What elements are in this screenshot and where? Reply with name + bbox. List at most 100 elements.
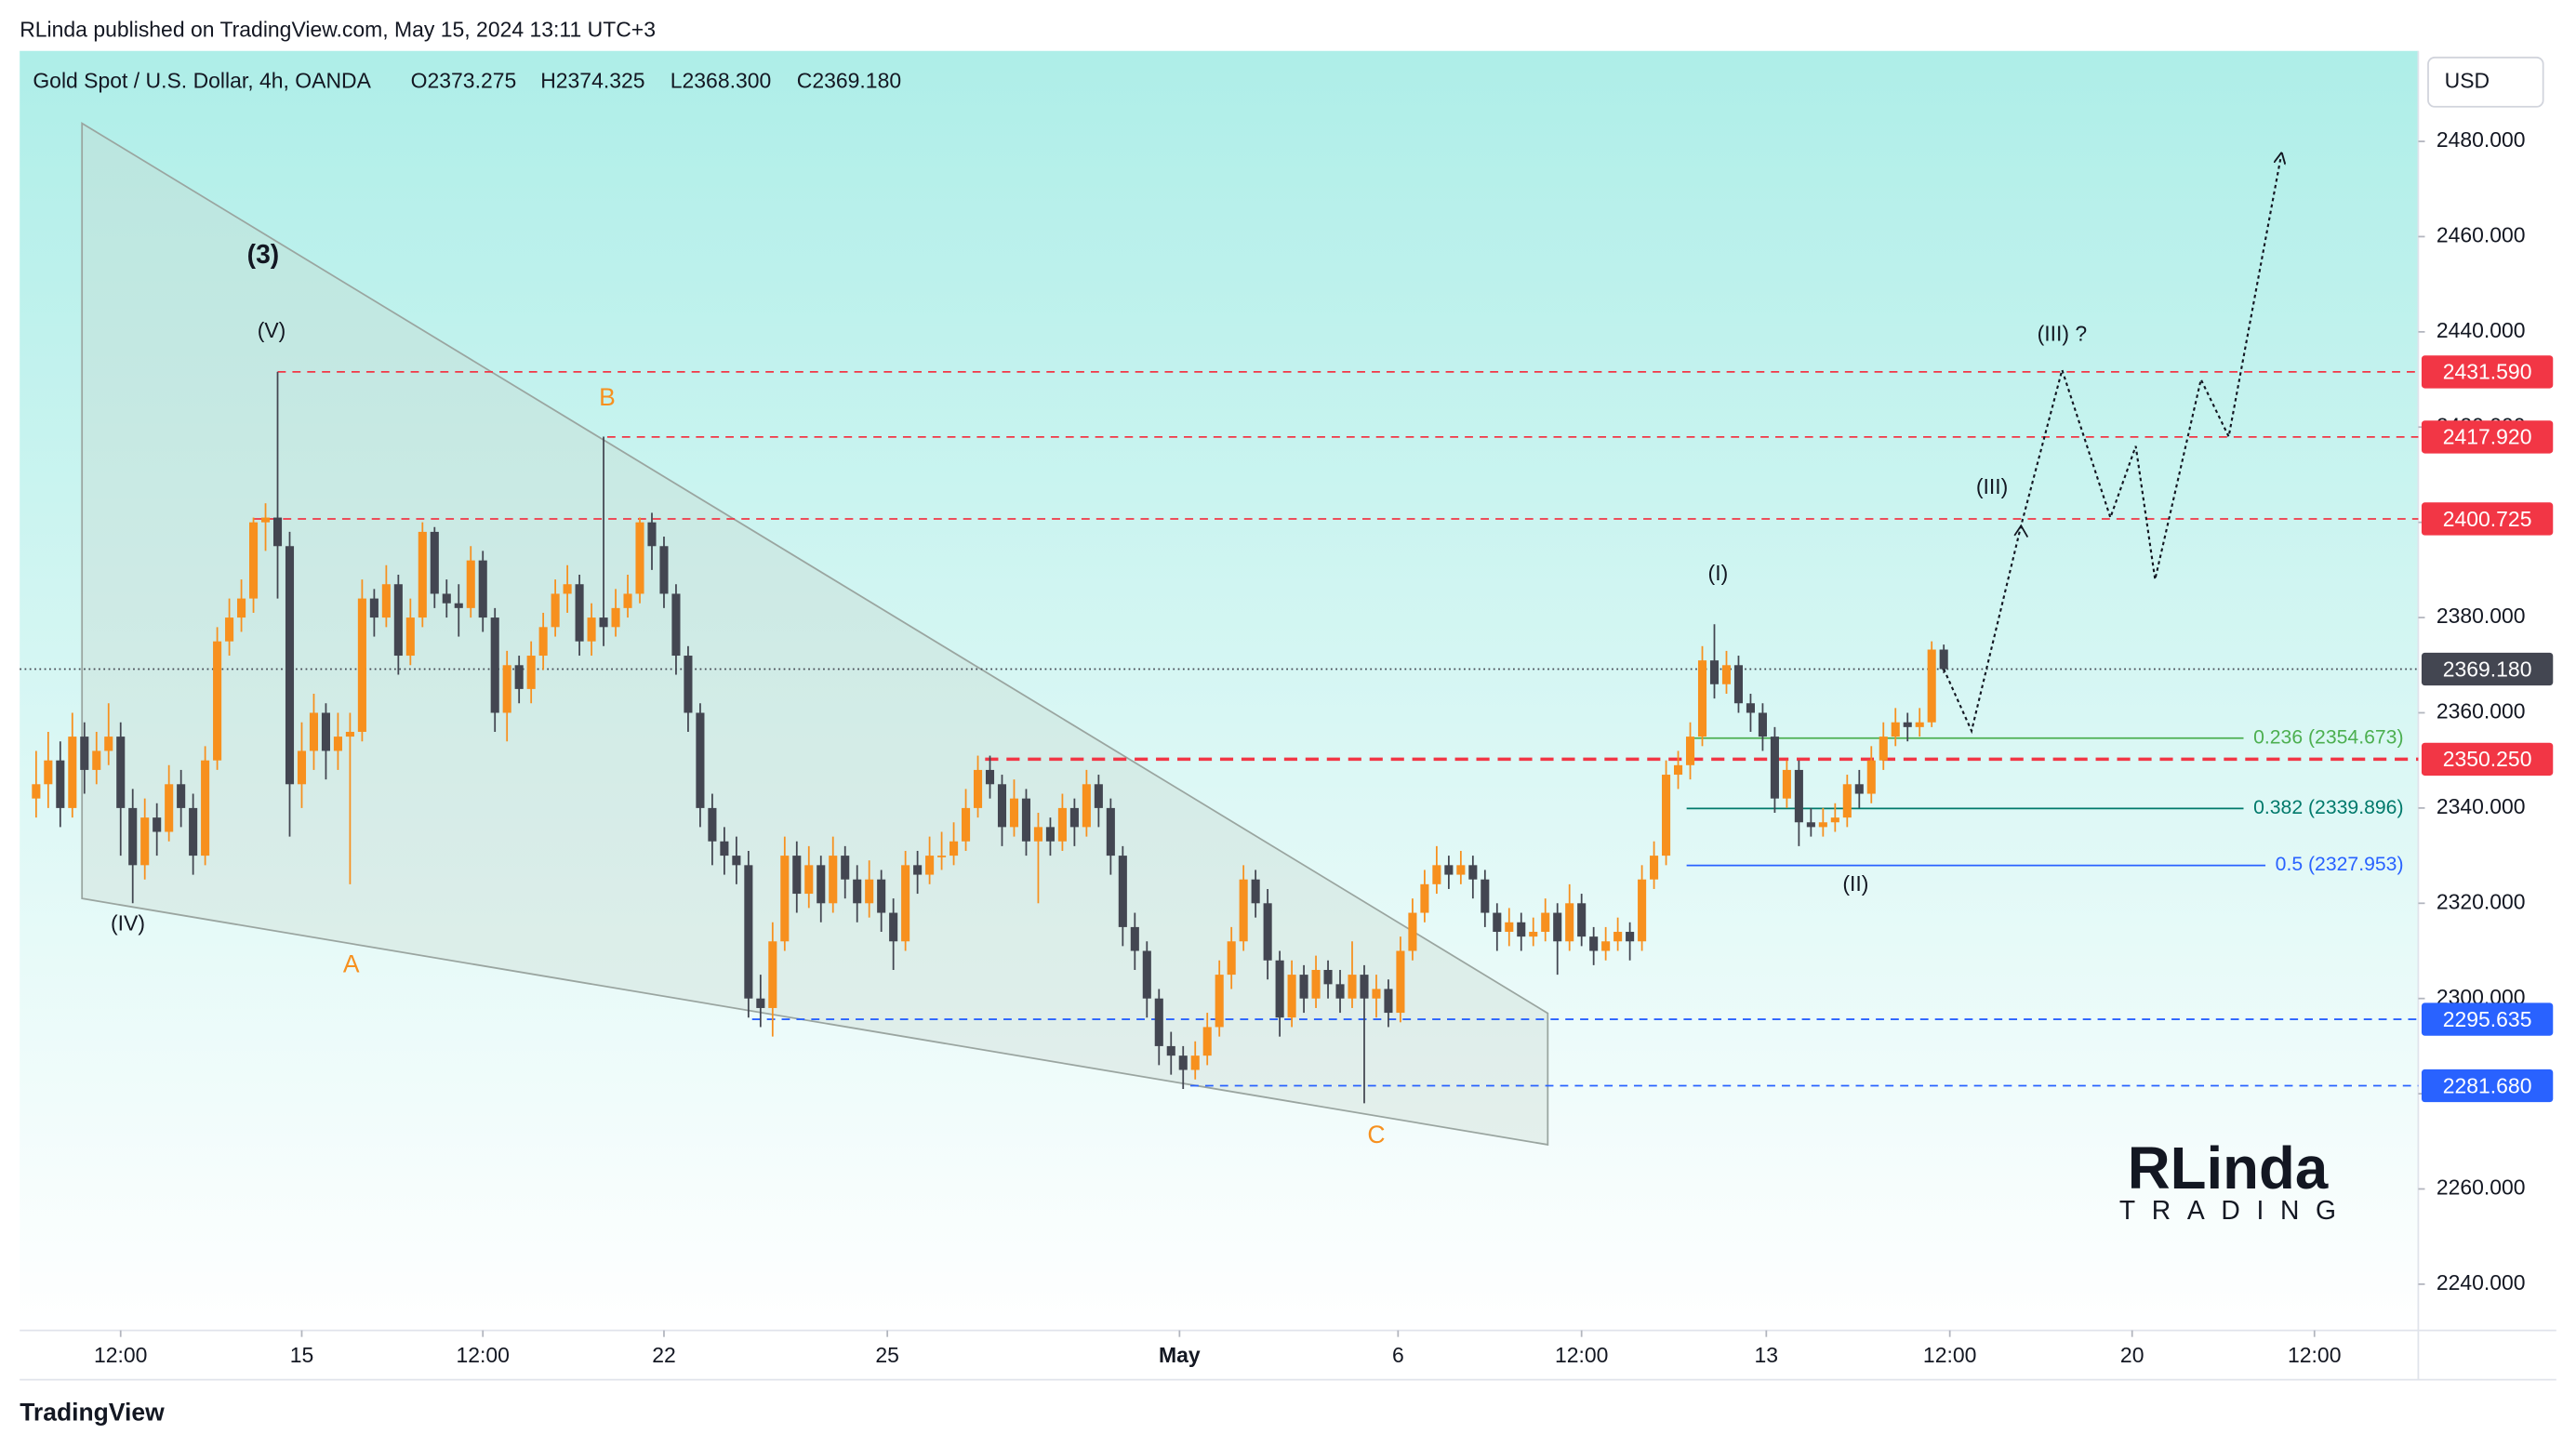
price-badge-label: 2281.680 [2443,1073,2532,1097]
candle-body [1275,960,1284,1018]
ohlc-label: L2368.300 [671,68,772,92]
candle-body [538,627,548,657]
candle-body [526,656,536,689]
candle-body [551,593,560,628]
wave-label: (I) [1708,561,1729,585]
currency-button[interactable] [2427,56,2544,108]
candle-body [1299,975,1308,999]
candle-body [1372,989,1381,999]
candle-body [1408,912,1417,951]
watermark-sub: TRADING [2119,1195,2353,1225]
candle-body [333,737,342,751]
candle-body [1553,912,1562,942]
wave-label: (III) [1976,474,2008,498]
price-badge-label: 2400.725 [2443,507,2532,531]
candle-body [128,807,138,866]
candle-body [92,750,101,770]
candle-body [502,665,511,713]
candle-body [1082,784,1091,828]
candle-body [1360,975,1369,999]
candle-body [1927,649,1936,723]
candle-body [405,617,415,657]
candle-body [720,841,729,856]
candle-body [44,760,53,785]
candle-body [1613,932,1623,942]
fib-label: 0.382 (2339.896) [2253,797,2403,818]
candle-body [1830,817,1839,823]
candle-body [1577,903,1587,937]
candle-body [1842,784,1852,818]
ohlc-label: C2369.180 [797,68,901,92]
candle-body [177,784,186,808]
candle-body [1166,1045,1175,1056]
candle-body [104,737,113,751]
x-tick-label: 12:00 [456,1343,509,1367]
wedge [81,122,1549,1146]
price-badge-label: 2369.180 [2443,657,2532,681]
candle-body [1565,903,1574,942]
y-tick-label: 2440.000 [2437,318,2526,342]
candle-body [1758,712,1767,737]
candle-body [116,737,126,808]
candle-body [744,865,753,999]
candle-body [1915,722,1924,727]
candle-body [1251,879,1260,904]
candle-body [1069,807,1079,828]
candle-body [1891,722,1900,737]
symbol: Gold Spot / U.S. Dollar, 4h, OANDA [33,68,371,92]
x-tick-label: 12:00 [2288,1343,2341,1367]
candle-body [514,665,524,689]
candle-body [1866,760,1876,794]
candle-body [1227,941,1236,976]
candle-body [418,531,427,618]
candle-body [357,598,366,732]
price-badge [2421,420,2554,454]
candle-body [1638,879,1647,942]
wave-label: (V) [258,318,286,342]
price-badge-label: 2295.635 [2443,1007,2532,1031]
candle-body [454,603,463,608]
candle-body [611,607,620,628]
candle-body [696,712,705,808]
candle-body [1021,798,1031,842]
x-tick-label: 15 [290,1343,314,1367]
candle-body [466,560,475,608]
candle-body [321,712,330,751]
x-tick-label: May [1159,1343,1201,1367]
price-badge [2421,355,2554,389]
x-tick-label: 12:00 [94,1343,147,1367]
candle-body [442,593,451,604]
fib-label: 0.5 (2327.953) [2276,854,2404,875]
candle-body [1323,969,1333,985]
candle-body [853,879,862,904]
wave-label: B [599,383,616,411]
candle-body [1903,722,1912,727]
plot-background [20,50,2419,1331]
candle-body [1335,984,1345,999]
candle-body [575,584,584,642]
published-note: RLinda published on TradingView.com, May… [20,18,656,42]
candle-body [671,593,681,657]
candle-body [1782,769,1791,799]
candle-body [237,598,246,618]
candle-body [1662,775,1671,856]
x-tick-label: 25 [875,1343,899,1367]
candle-body [1493,912,1502,933]
candle-body [1239,879,1248,942]
projection-arrow [2013,524,2029,538]
candle-body [756,998,765,1008]
candle-body [1650,856,1659,880]
y-tick-label: 2260.000 [2437,1175,2526,1200]
candle-body [1118,856,1127,927]
candle-body [260,517,271,523]
currency[interactable]: USD [2445,68,2490,92]
candle-body [623,593,632,608]
candle-body [1879,737,1888,761]
candle-body [165,784,174,832]
ohlc-label: O2373.275 [411,68,517,92]
candle-body [1057,807,1067,842]
candle-body [189,807,198,856]
watermark: RLinda [2128,1135,2329,1201]
candle-body [997,784,1007,828]
